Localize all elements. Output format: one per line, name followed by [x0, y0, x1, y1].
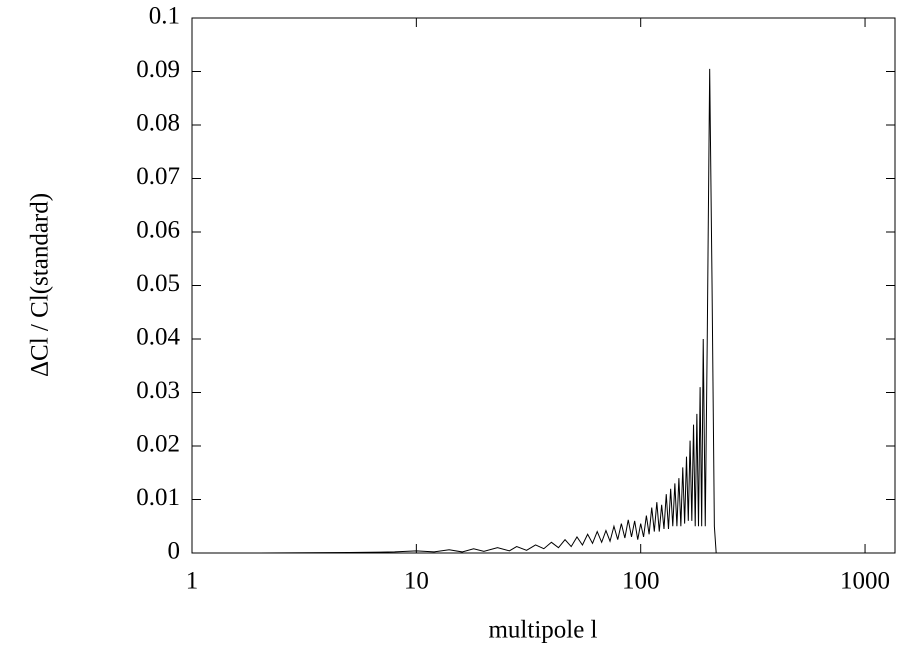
y-tick-label: 0.1: [149, 3, 180, 30]
y-tick-label: 0.02: [136, 431, 180, 458]
y-tick-label: 0.09: [136, 56, 180, 83]
x-tick-label: 10: [404, 568, 429, 595]
y-tick-label: 0.08: [136, 110, 180, 137]
y-tick-label: 0.03: [136, 377, 180, 404]
x-tick-label: 100: [622, 568, 660, 595]
x-tick-label: 1: [186, 568, 199, 595]
y-tick-label: 0.07: [136, 163, 180, 190]
data-line: [192, 68, 895, 554]
plot-frame: [191, 17, 896, 554]
x-axis-label: multipole l: [488, 617, 597, 644]
y-axis-label: ΔCl / Cl(standard): [27, 193, 54, 377]
y-tick-label: 0.01: [136, 484, 180, 511]
y-tick-label: 0: [168, 538, 181, 565]
x-tick-label: 1000: [840, 568, 890, 595]
y-tick-label: 0.04: [136, 324, 180, 351]
y-tick-label: 0.06: [136, 217, 180, 244]
y-tick-label: 0.05: [136, 270, 180, 297]
